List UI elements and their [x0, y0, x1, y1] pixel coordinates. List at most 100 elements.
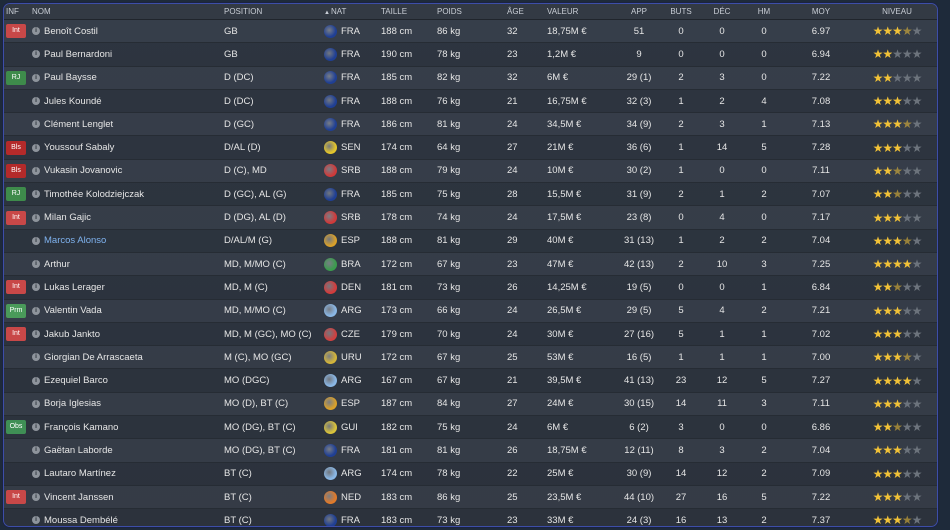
player-name[interactable]: Lukas Lerager: [44, 281, 105, 293]
player-name[interactable]: Marcos Alonso: [44, 235, 107, 247]
player-name[interactable]: Lautaro Martínez: [44, 468, 116, 480]
cell-name[interactable]: i Paul Baysse: [30, 66, 222, 90]
table-row[interactable]: RJ i Timothée Kolodziejczak D (GC), AL (G) F…: [4, 182, 937, 207]
info-icon[interactable]: i: [32, 27, 40, 36]
player-name[interactable]: François Kamano: [44, 421, 119, 433]
cell-name[interactable]: i Milan Gajic: [30, 205, 222, 230]
cell-name[interactable]: i Marcos Alonso: [30, 229, 222, 253]
column-buts[interactable]: BUTS: [661, 4, 701, 20]
player-name[interactable]: Moussa Dembélé: [44, 514, 118, 526]
info-icon[interactable]: i: [32, 399, 40, 408]
table-row[interactable]: i Ezequiel Barco MO (DGC) ARG 167 cm 67 kg 21 3…: [4, 368, 937, 393]
player-name[interactable]: Paul Bernardoni: [44, 48, 113, 60]
cell-name[interactable]: i Vincent Janssen: [30, 485, 222, 510]
table-row[interactable]: i Giorgian De Arrascaeta M (C), MO (GC) URU…: [4, 345, 937, 370]
table-row[interactable]: Int i Vincent Janssen BT (C) NED 183 cm 86 kg 2…: [4, 485, 937, 510]
info-icon[interactable]: i: [32, 493, 40, 502]
player-name[interactable]: Arthur: [44, 258, 70, 270]
column-taille[interactable]: TAILLE: [379, 4, 435, 20]
player-name[interactable]: Timothée Kolodziejczak: [44, 188, 144, 200]
cell-name[interactable]: i Timothée Kolodziejczak: [30, 182, 222, 207]
cell-name[interactable]: i Jules Koundé: [30, 89, 222, 114]
status-badge[interactable]: Bls: [6, 163, 26, 178]
table-row[interactable]: i Jules Koundé D (DC) FRA 188 cm 76 kg 21 16,75…: [4, 89, 937, 114]
table-row[interactable]: i Moussa Dembélé BT (C) FRA 183 cm 73 kg 23 33M…: [4, 508, 937, 526]
info-icon[interactable]: i: [32, 516, 40, 525]
info-icon[interactable]: i: [32, 166, 40, 175]
cell-name[interactable]: i Giorgian De Arrascaeta: [30, 345, 222, 370]
table-row[interactable]: i Lautaro Martínez BT (C) ARG 174 cm 78 kg 22 2…: [4, 462, 937, 486]
column-niveau[interactable]: NIVEAU: [857, 4, 937, 20]
info-icon[interactable]: i: [32, 469, 40, 478]
player-name[interactable]: Jakub Jankto: [44, 328, 100, 340]
table-row[interactable]: i Marcos Alonso D/AL/M (G) ESP 188 cm 81 kg 29…: [4, 229, 937, 253]
table-row[interactable]: Obs i François Kamano MO (DG), BT (C) GUI 182…: [4, 415, 937, 440]
info-icon[interactable]: i: [32, 190, 40, 199]
table-row[interactable]: Int i Lukas Lerager MD, M (C) DEN 181 cm 73 kg…: [4, 275, 937, 300]
player-name[interactable]: Borja Iglesias: [44, 398, 102, 410]
info-icon[interactable]: i: [32, 306, 40, 315]
table-row[interactable]: Bls i Vukasin Jovanovic D (C), MD SRB 188 cm 7…: [4, 159, 937, 184]
info-icon[interactable]: i: [32, 50, 40, 59]
column-inf[interactable]: INF: [4, 4, 30, 20]
column-nom[interactable]: NOM: [30, 4, 222, 20]
player-name[interactable]: Jules Koundé: [44, 95, 102, 107]
status-badge[interactable]: RJ: [6, 70, 26, 85]
player-name[interactable]: Milan Gajic: [44, 212, 91, 224]
player-name[interactable]: Giorgian De Arrascaeta: [44, 351, 143, 363]
player-name[interactable]: Ezequiel Barco: [44, 375, 108, 387]
column-poids[interactable]: POIDS: [435, 4, 505, 20]
cell-name[interactable]: i Borja Iglesias: [30, 392, 222, 417]
column-age[interactable]: ÂGE: [505, 4, 545, 20]
column-moy[interactable]: MOY: [785, 4, 857, 20]
info-icon[interactable]: i: [32, 236, 40, 245]
status-badge[interactable]: Prm: [6, 303, 26, 318]
status-badge[interactable]: RJ: [6, 187, 26, 202]
cell-name[interactable]: i Lautaro Martínez: [30, 462, 222, 486]
column-dec[interactable]: DÉC: [701, 4, 743, 20]
cell-name[interactable]: i Gaëtan Laborde: [30, 438, 222, 463]
column-nat[interactable]: ▲NAT: [322, 4, 379, 20]
info-icon[interactable]: i: [32, 446, 40, 455]
column-hm[interactable]: HM: [743, 4, 785, 20]
table-row[interactable]: i Arthur MD, M/MO (C) BRA 172 cm 67 kg 23 47M €…: [4, 252, 937, 277]
table-row[interactable]: Prm i Valentin Vada MD, M/MO (C) ARG 173 cm 66…: [4, 299, 937, 323]
cell-name[interactable]: i Clément Lenglet: [30, 112, 222, 137]
cell-name[interactable]: i François Kamano: [30, 415, 222, 440]
player-name[interactable]: Youssouf Sabaly: [44, 142, 115, 154]
column-valeur[interactable]: VALEUR: [545, 4, 617, 20]
table-row[interactable]: Int i Milan Gajic D (DG), AL (D) SRB 178 cm 74…: [4, 205, 937, 230]
cell-name[interactable]: i Jakub Jankto: [30, 322, 222, 347]
info-icon[interactable]: i: [32, 213, 40, 222]
info-icon[interactable]: i: [32, 143, 40, 152]
status-badge[interactable]: Obs: [6, 420, 26, 435]
player-name[interactable]: Paul Baysse: [44, 72, 97, 84]
info-icon[interactable]: i: [32, 283, 40, 292]
cell-name[interactable]: i Lukas Lerager: [30, 275, 222, 300]
status-badge[interactable]: Int: [6, 24, 26, 39]
table-row[interactable]: i Borja Iglesias MO (D), BT (C) ESP 187 cm 84…: [4, 392, 937, 417]
table-row[interactable]: i Paul Bernardoni GB FRA 190 cm 78 kg 23 1,2M €…: [4, 42, 937, 67]
cell-name[interactable]: i Benoît Costil: [30, 19, 222, 44]
player-name[interactable]: Vincent Janssen: [44, 491, 114, 503]
info-icon[interactable]: i: [32, 260, 40, 269]
info-icon[interactable]: i: [32, 353, 40, 362]
status-badge[interactable]: Bls: [6, 140, 26, 155]
column-position[interactable]: POSITION: [222, 4, 322, 20]
table-row[interactable]: Int i Benoît Costil GB FRA 188 cm 86 kg 32 18,75…: [4, 19, 937, 44]
table-row[interactable]: Int i Jakub Jankto MD, M (GC), MO (C) CZE 179…: [4, 322, 937, 347]
cell-name[interactable]: i Ezequiel Barco: [30, 368, 222, 393]
player-name[interactable]: Gaëtan Laborde: [44, 444, 113, 456]
table-row[interactable]: RJ i Paul Baysse D (DC) FRA 185 cm 82 kg 32 6M €…: [4, 66, 937, 90]
info-icon[interactable]: i: [32, 329, 40, 338]
cell-name[interactable]: i Vukasin Jovanovic: [30, 159, 222, 184]
cell-name[interactable]: i Arthur: [30, 252, 222, 277]
cell-name[interactable]: i Youssouf Sabaly: [30, 135, 222, 160]
info-icon[interactable]: i: [32, 120, 40, 129]
table-row[interactable]: i Clément Lenglet D (GC) FRA 186 cm 81 kg 24 34…: [4, 112, 937, 137]
status-badge[interactable]: Int: [6, 327, 26, 341]
status-badge[interactable]: Int: [6, 490, 26, 505]
table-row[interactable]: Bls i Youssouf Sabaly D/AL (D) SEN 174 cm 64 k…: [4, 135, 937, 160]
status-badge[interactable]: Int: [6, 210, 26, 225]
cell-name[interactable]: i Moussa Dembélé: [30, 508, 222, 526]
